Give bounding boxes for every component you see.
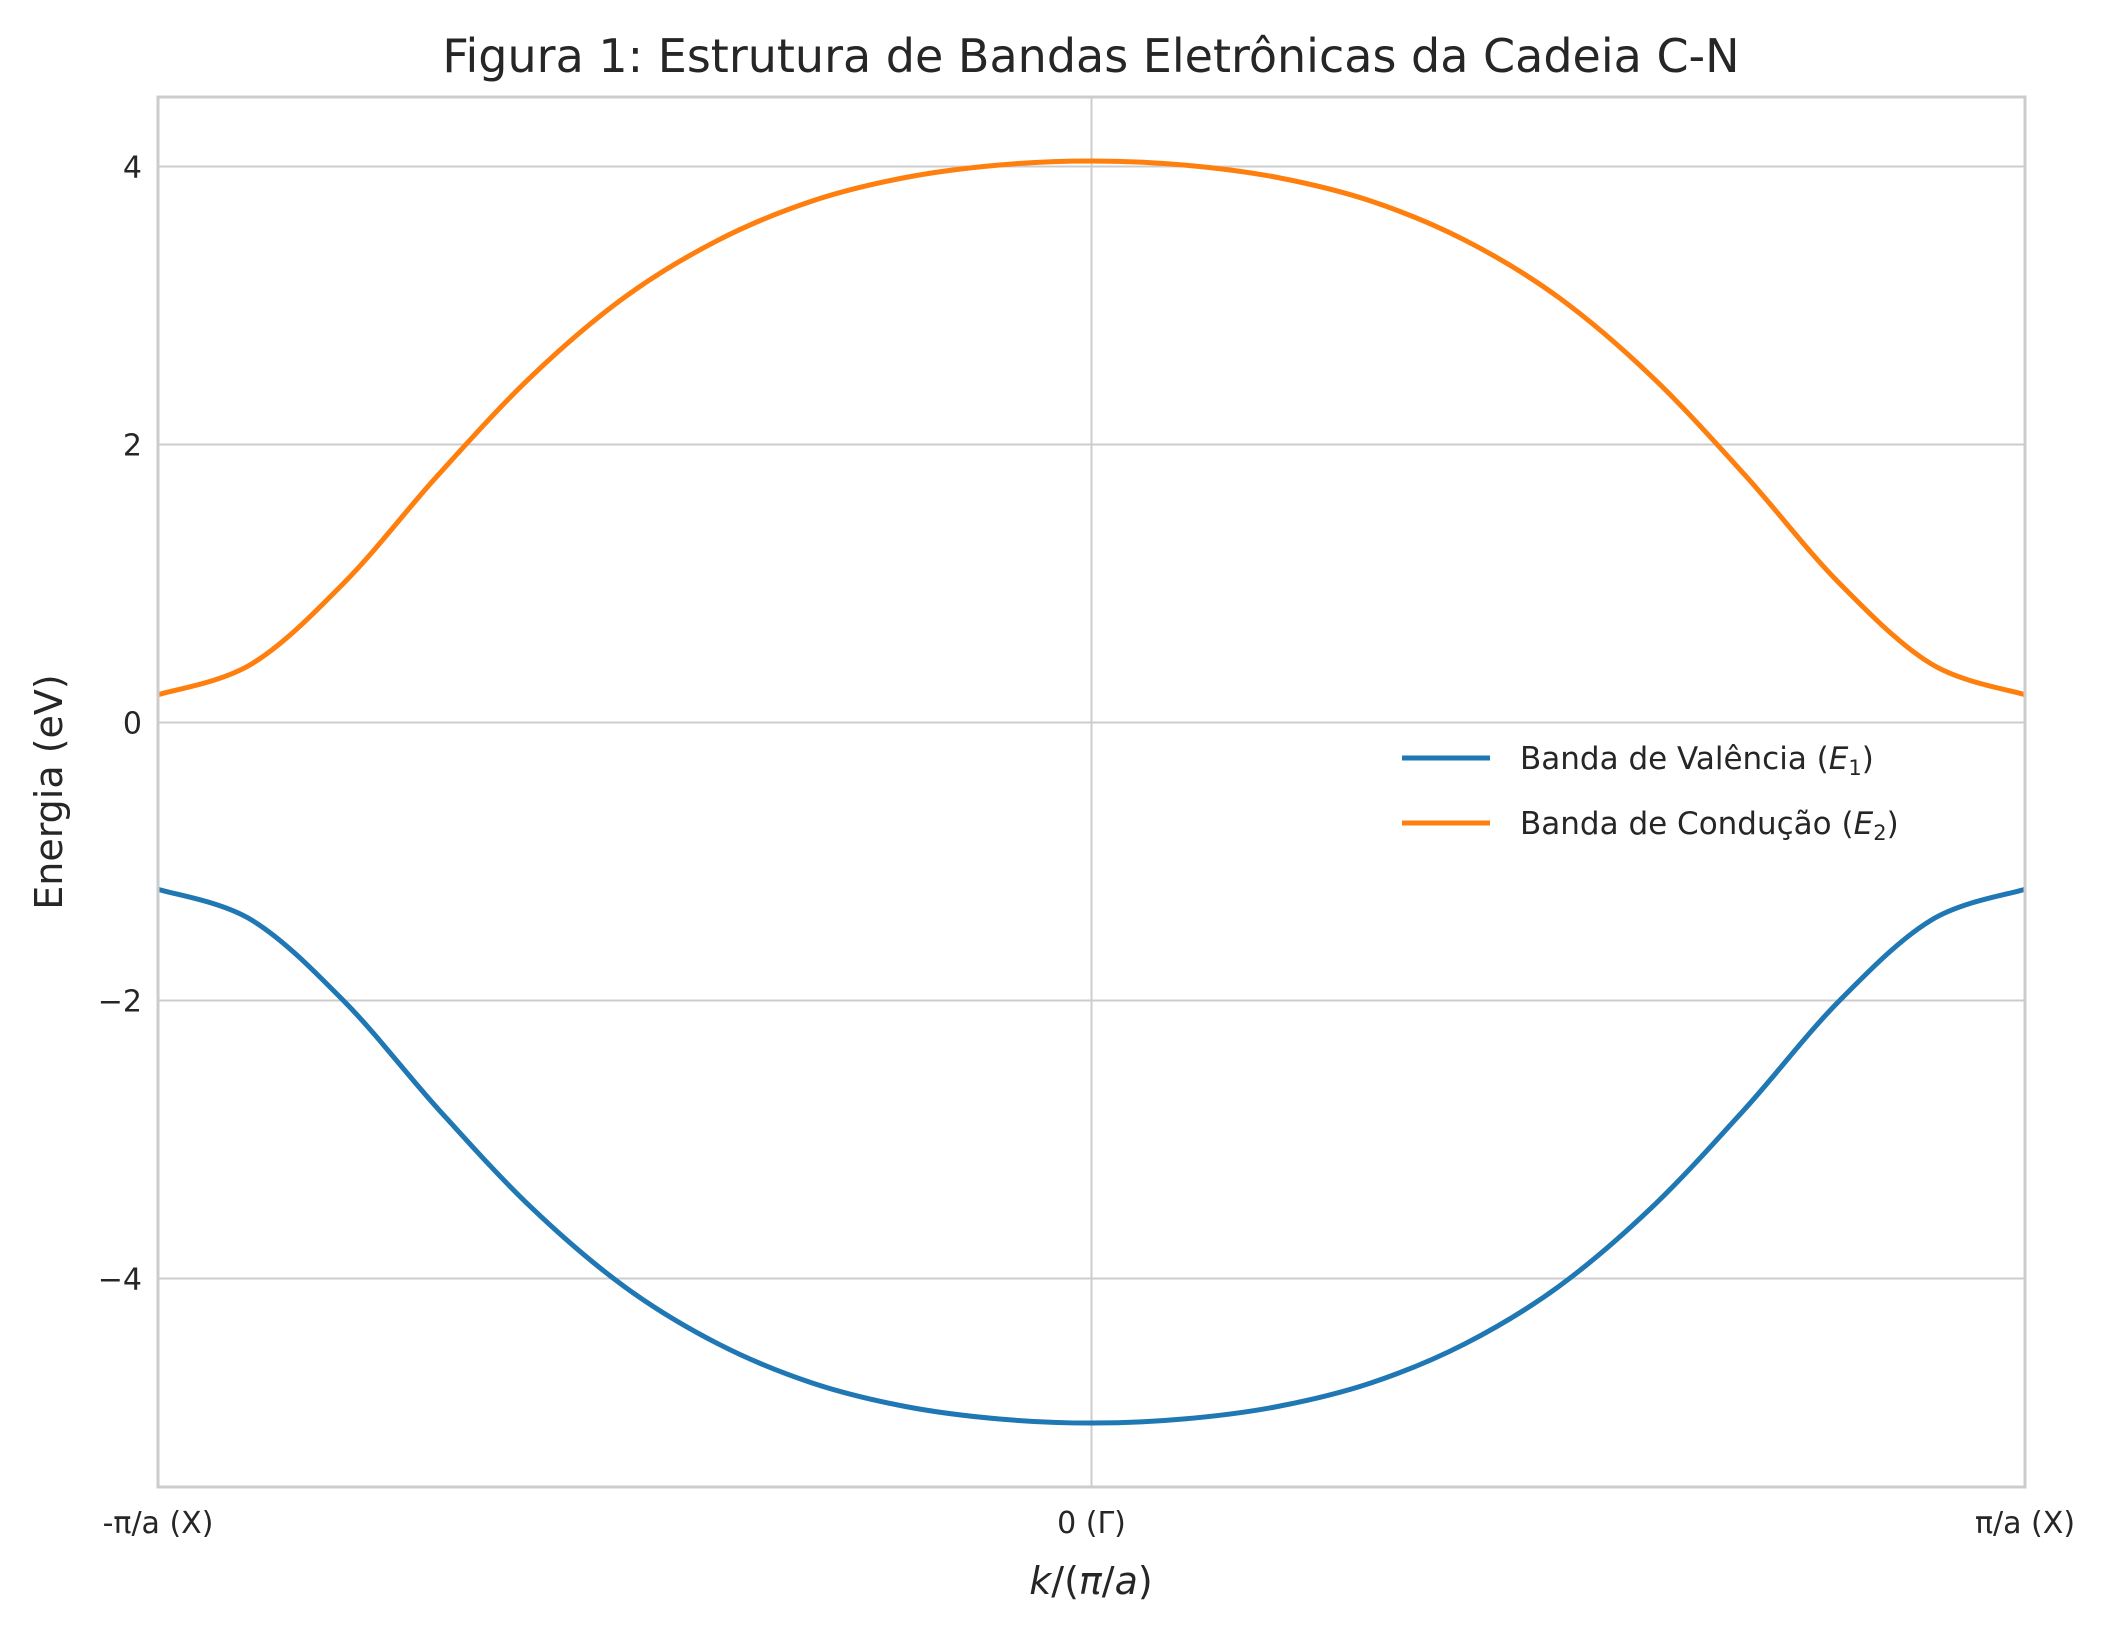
valence-band-line: [157, 886, 2026, 1426]
legend-label-conduction: Banda de Condução (E2): [1520, 806, 1899, 845]
y-tick-label: 2: [123, 429, 142, 464]
series-lines: [157, 158, 2026, 1426]
plot-frame: [156, 95, 2027, 1489]
legend-label-valence: Banda de Valência (E1): [1520, 741, 1874, 780]
y-tick-labels: −4 −2 0 2 4: [98, 151, 142, 1298]
grid: [157, 97, 2026, 1487]
y-tick-label: −2: [98, 985, 142, 1020]
x-tick-label: 0 (Γ): [1057, 1506, 1126, 1541]
x-axis-label: k/(π/a): [1029, 1559, 1152, 1603]
y-tick-label: 0: [123, 707, 142, 742]
x-tick-label: -π/a (X): [103, 1506, 214, 1541]
y-axis-label: Energia (eV): [27, 674, 71, 910]
chart-title: Figura 1: Estrutura de Bandas Eletrônica…: [442, 29, 1739, 83]
conduction-band-line: [157, 158, 2026, 698]
y-tick-label: −4: [98, 1263, 142, 1298]
x-tick-label: π/a (X): [1975, 1506, 2075, 1541]
legend: Banda de Valência (E1) Banda de Condução…: [1402, 741, 1899, 845]
y-tick-label: 4: [123, 151, 142, 186]
x-tick-labels: -π/a (X) 0 (Γ) π/a (X): [103, 1506, 2075, 1541]
